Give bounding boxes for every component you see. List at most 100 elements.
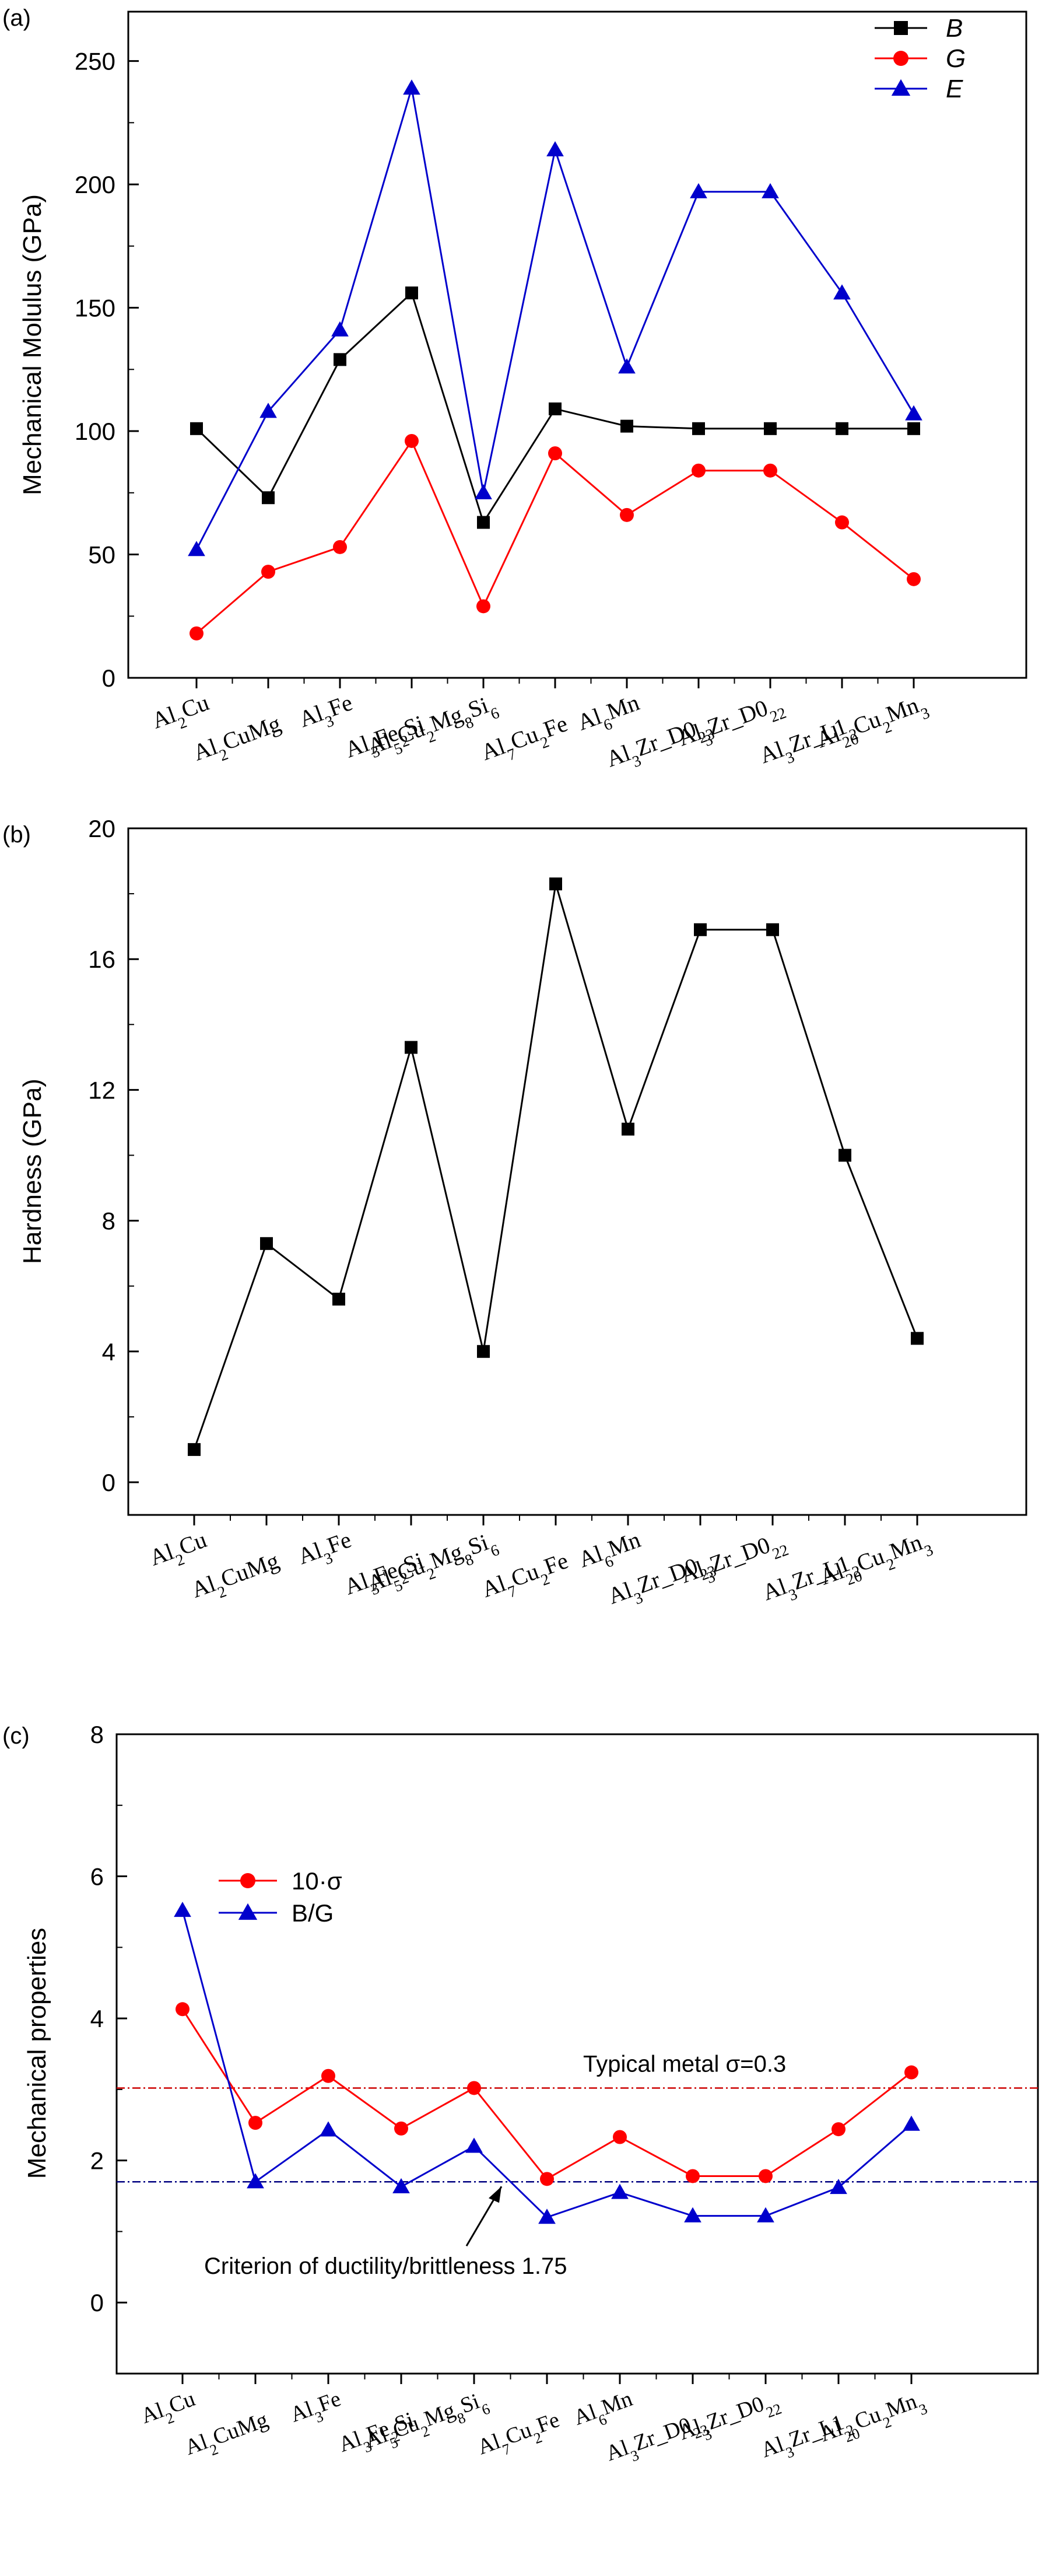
data-point (833, 284, 851, 300)
y-tick-label: 8 (90, 1721, 104, 1748)
x-tick-label: Al2CuMg (188, 1547, 285, 1609)
x-tick-label: Al5Cu2Mg8Si6 (364, 1526, 502, 1603)
data-point (839, 1149, 851, 1162)
data-point (911, 1332, 924, 1345)
x-tick-label: Al2CuMg (190, 710, 286, 772)
panel-c-reference-lines: Typical metal σ=0.3 Criterion of ductilit… (117, 2051, 1038, 2279)
data-point (475, 484, 492, 499)
legend-marker-G (893, 51, 908, 66)
data-point (333, 540, 347, 554)
data-point (477, 516, 490, 529)
data-point (904, 2065, 918, 2080)
x-tick-label: Al20Cu2Mn3 (816, 2386, 929, 2453)
x-tick-label: Al5Cu2Mg8Si6 (364, 689, 502, 766)
series-line-E (195, 88, 915, 550)
data-point (611, 2183, 629, 2199)
data-point (320, 2121, 337, 2137)
panel-b: (b) Hardness (GPa) 0 4 8 12 16 20 Al2CuAl2CuMg… (2, 815, 1027, 1609)
x-tick-label: Al7Cu2Fe (478, 710, 573, 772)
panel-b-series (188, 877, 924, 1456)
series-line-B/G (181, 1910, 912, 2218)
data-point (766, 923, 779, 936)
legend-marker-E (891, 79, 911, 96)
y-tick-label: 12 (88, 1076, 115, 1104)
panel-c-plot-frame (115, 1733, 1039, 2375)
data-point (835, 515, 849, 530)
x-tick-label: Al3Fe (294, 1526, 357, 1576)
legend-label-0: 10·σ (292, 1867, 342, 1895)
data-point (690, 183, 707, 198)
data-point (546, 141, 564, 156)
data-point (174, 1902, 191, 1917)
legend-label-1: B/G (292, 1899, 334, 1927)
panel-c-label: (c) (2, 1723, 30, 1749)
y-tick-label: 20 (88, 815, 115, 842)
panel-a-plot-frame (127, 10, 1027, 679)
data-point (190, 626, 204, 640)
annotation-arrow-head (489, 2186, 501, 2203)
data-point (549, 877, 562, 891)
data-point (620, 419, 633, 433)
data-point (540, 2172, 554, 2186)
data-point (259, 402, 277, 418)
legend-marker-1 (238, 1903, 258, 1920)
data-point (190, 422, 203, 435)
x-tick-label: Al2Cu (148, 689, 215, 740)
data-point (188, 1443, 201, 1456)
data-point (260, 1237, 273, 1250)
data-point (684, 2207, 701, 2222)
panel-a-legend: BGE (875, 14, 966, 103)
x-tick-label: Al3Fe (287, 2386, 346, 2434)
data-point (692, 463, 706, 478)
y-tick-label: 0 (90, 2289, 104, 2316)
data-point (403, 79, 420, 95)
data-point (188, 541, 205, 556)
reference-label-metal: Typical metal σ=0.3 (583, 2051, 786, 2077)
legend-marker-0 (240, 1873, 255, 1888)
data-point (538, 2208, 556, 2224)
y-tick-label: 200 (75, 171, 115, 198)
data-point (405, 286, 418, 300)
legend-marker-B (894, 21, 908, 35)
x-tick-label: Al20Cu2Mn3 (816, 1526, 935, 1597)
y-tick-label: 250 (75, 48, 115, 75)
data-point (618, 358, 636, 374)
y-tick-label: 2 (90, 2147, 104, 2175)
data-point (836, 422, 848, 435)
data-point (321, 2068, 335, 2083)
x-tick-label: Al6Mn (570, 2386, 638, 2437)
panel-b-plot-frame (127, 827, 1027, 1516)
data-point (405, 1041, 418, 1054)
panel-a: (a) Mechanical Molulus (GPa) 0 50 100 150 20… (2, 5, 1027, 772)
data-point (905, 405, 922, 421)
data-point (176, 2002, 190, 2017)
data-point (332, 1293, 345, 1306)
data-point (261, 565, 275, 579)
x-tick-label: Al2CuMg (182, 2407, 273, 2466)
data-point (757, 2207, 774, 2222)
data-point (477, 1345, 490, 1358)
data-point (549, 402, 562, 415)
panel-b-label: (b) (2, 822, 31, 848)
data-point (759, 2169, 773, 2183)
x-tick-label: Al2Cu (138, 2386, 201, 2435)
y-tick-label: 16 (88, 946, 115, 973)
panel-c: (c) Mechanical properties 0 2 4 6 8 Al2CuAl2C… (2, 1721, 1039, 2466)
series-line-Hardness (193, 883, 918, 1450)
panel-c-series (174, 1902, 920, 2224)
legend-label-G: G (946, 44, 966, 73)
series-line-10·σ (181, 2008, 912, 2180)
data-point (394, 2121, 408, 2136)
panel-a-ylabel: Mechanical Molulus (GPa) (18, 194, 47, 495)
data-point (262, 491, 275, 505)
y-tick-label: 0 (102, 1469, 115, 1496)
data-point (694, 923, 707, 936)
data-point (830, 2179, 847, 2194)
data-point (331, 321, 349, 337)
data-point (763, 463, 777, 478)
y-tick-label: 6 (90, 1863, 104, 1891)
legend-label-B: B (946, 14, 963, 43)
